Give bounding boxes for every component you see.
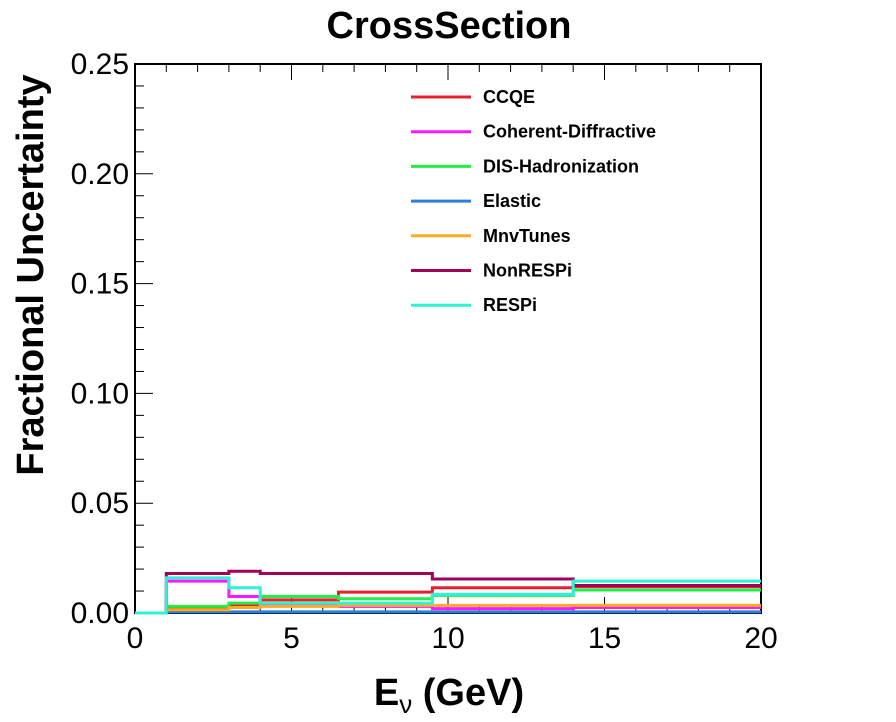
- y-tick-label: 0.00: [71, 597, 129, 630]
- series-line-nonrespi: [135, 569, 761, 615]
- legend-label: NonRESPi: [483, 261, 572, 281]
- x-tick-label: 5: [283, 622, 300, 655]
- y-tick-label: 0.05: [71, 487, 129, 520]
- series-line-elastic: [135, 610, 761, 615]
- legend-label: CCQE: [483, 87, 535, 107]
- legend-label: RESPi: [483, 295, 537, 315]
- legend: CCQE Coherent-Diffractive DIS-Hadronizatio…: [411, 87, 656, 315]
- x-tick-label: 20: [744, 622, 777, 655]
- x-tick-labels: 0 5 10 15 20: [127, 622, 778, 655]
- x-axis-title-main: E: [374, 672, 399, 714]
- x-tick-label: 0: [127, 622, 144, 655]
- y-tick-label: 0.10: [71, 377, 129, 410]
- y-tick-label: 0.20: [71, 158, 129, 191]
- y-tick-label: 0.25: [71, 48, 129, 81]
- legend-label: Coherent-Diffractive: [483, 122, 656, 142]
- y-tick-labels: 0.00 0.05 0.10 0.15 0.20 0.25: [71, 48, 129, 630]
- series-line-respi: [135, 576, 761, 615]
- y-tick-label: 0.15: [71, 268, 129, 301]
- x-axis-title-unit: (GeV): [412, 672, 524, 714]
- x-axis-title: Eν (GeV): [374, 672, 524, 719]
- legend-label: MnvTunes: [483, 226, 571, 246]
- series-layer: [135, 569, 761, 615]
- legend-label: Elastic: [483, 191, 541, 211]
- x-tick-label: 15: [588, 622, 621, 655]
- x-axis-title-sub: ν: [399, 689, 412, 719]
- legend-label: DIS-Hadronization: [483, 156, 639, 176]
- plot-frame: [134, 63, 762, 614]
- x-tick-label: 10: [431, 622, 464, 655]
- chart-title: CrossSection: [327, 5, 572, 47]
- y-axis-title: Fractional Uncertainty: [10, 74, 52, 475]
